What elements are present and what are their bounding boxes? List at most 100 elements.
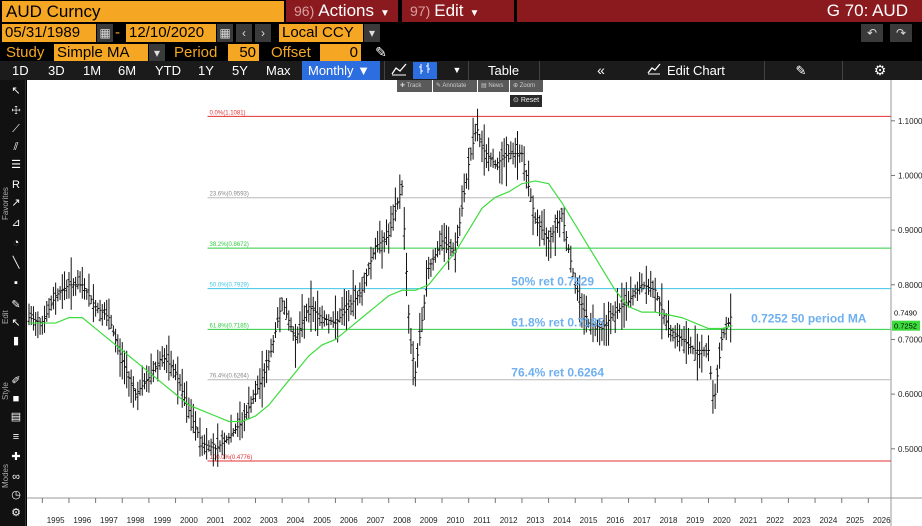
- chevron-down-icon: ▼: [357, 63, 371, 78]
- style-label: Style: [1, 382, 10, 400]
- timeframe-monthly-select[interactable]: Monthly ▼: [302, 61, 380, 80]
- annotate-button[interactable]: ✎ Annotate: [433, 80, 477, 92]
- price-bars: [27, 108, 733, 467]
- ticker-field[interactable]: AUD Curncy: [2, 1, 284, 22]
- chart-panel[interactable]: 1995 1996 1997 1998 1999 2000 2001 2002 2003 2004…: [27, 80, 922, 526]
- annotation-label: 0.7252 50 period MA: [751, 312, 867, 326]
- cursor-edit-icon[interactable]: ↖: [11, 317, 21, 329]
- edit-menu-button[interactable]: 97) Edit ▼: [402, 0, 514, 22]
- price-chart[interactable]: 1995 1996 1997 1998 1999 2000 2001 2002 2003 2004…: [27, 80, 922, 526]
- layers-icon[interactable]: ≡: [12, 431, 20, 443]
- modes-label: Modes: [1, 463, 10, 488]
- x-tick-label: 2001: [207, 516, 225, 525]
- chevron-down-icon: ▼: [469, 8, 480, 19]
- end-date-field[interactable]: 12/10/2020: [126, 24, 216, 42]
- ruler-icon[interactable]: ⊿: [11, 217, 21, 229]
- gear-icon[interactable]: ⚙: [873, 62, 887, 78]
- x-tick-label: 2000: [180, 516, 198, 525]
- top-menu-bar: AUD Curncy 96) Actions ▼ 97) Edit ▼ G 70: AU…: [0, 0, 922, 22]
- moving-average-line: [29, 180, 733, 423]
- reset-button[interactable]: ⊙ Reset: [510, 95, 542, 107]
- timeframe-ytd[interactable]: YTD: [155, 63, 181, 78]
- track-button[interactable]: ✚ Track: [397, 80, 432, 92]
- study-label: Study: [6, 44, 45, 61]
- redo-icon[interactable]: ↷: [890, 24, 912, 42]
- divider: [764, 61, 765, 80]
- trash-icon[interactable]: ▮: [12, 335, 20, 347]
- chevron-down-icon[interactable]: ▼: [452, 65, 462, 75]
- timeframe-1y[interactable]: 1Y: [198, 63, 214, 78]
- x-tick-label: 1996: [73, 516, 91, 525]
- circle-icon[interactable]: ◔: [12, 237, 20, 249]
- x-tick-label: 2007: [367, 516, 385, 525]
- arrow-icon[interactable]: ↗: [11, 197, 21, 209]
- calendar-icon[interactable]: ▦: [97, 24, 113, 42]
- line-icon[interactable]: ╲: [12, 257, 20, 269]
- news-button[interactable]: ▤ News: [478, 80, 509, 92]
- calendar-icon[interactable]: ▦: [217, 24, 233, 42]
- x-tick-label: 2004: [287, 516, 305, 525]
- x-tick-label: 2020: [713, 516, 731, 525]
- pan-icon[interactable]: ☩: [11, 105, 21, 117]
- chevron-down-icon[interactable]: ▾: [149, 44, 165, 62]
- fibonacci-icon[interactable]: ☰: [11, 159, 21, 171]
- edit-icon[interactable]: ✎: [795, 63, 807, 78]
- settings-icon[interactable]: ⚙: [11, 507, 21, 519]
- cursor-icon[interactable]: ↖: [11, 85, 21, 97]
- clock-icon[interactable]: ◷: [11, 489, 21, 501]
- table-button[interactable]: Table: [488, 63, 520, 78]
- x-tick-label: 2015: [580, 516, 598, 525]
- edit-chart-icon[interactable]: [646, 62, 662, 79]
- actions-menu-button[interactable]: 96) Actions ▼: [286, 0, 398, 22]
- divider: [842, 61, 843, 80]
- timeframe-1d[interactable]: 1D: [12, 63, 29, 78]
- offset-field[interactable]: 0: [320, 44, 361, 62]
- timeframe-monthly-label: Monthly: [308, 63, 354, 78]
- text-icon[interactable]: R: [12, 179, 20, 191]
- y-tick-label: 0.9000: [898, 226, 922, 235]
- chart-mini-toolbar: ✚ Track ✎ Annotate ▤ News ⊕ Zoom ⊙ Reset: [397, 80, 543, 108]
- timeframe-1m[interactable]: 1M: [83, 63, 102, 78]
- chevron-down-icon[interactable]: ▾: [364, 24, 380, 42]
- marker-icon[interactable]: ▪: [14, 277, 18, 289]
- x-tick-label: 2008: [393, 516, 411, 525]
- offset-label: Offset: [271, 44, 311, 61]
- currency-select[interactable]: Local CCY: [279, 24, 363, 42]
- color-icon[interactable]: ▤: [10, 411, 22, 423]
- edit-chart-button[interactable]: Edit Chart: [667, 63, 725, 78]
- bar-chart-icon[interactable]: [413, 62, 437, 79]
- link-icon[interactable]: ∞: [12, 471, 20, 483]
- pencil-icon[interactable]: ✎: [11, 299, 21, 311]
- channel-icon[interactable]: ⫽: [13, 141, 19, 153]
- last-ma-tag-bg: [892, 320, 920, 331]
- period-field[interactable]: 50: [228, 44, 259, 62]
- pencil-icon[interactable]: ✎: [375, 44, 387, 60]
- trendline-icon[interactable]: ⟋: [12, 123, 20, 135]
- reset-label: Reset: [520, 97, 540, 104]
- line-chart-icon[interactable]: [389, 62, 409, 79]
- zoom-button[interactable]: ⊕ Zoom: [510, 80, 543, 92]
- brush-icon[interactable]: ✐: [11, 375, 21, 387]
- y-tick-label: 1.1000: [898, 117, 922, 126]
- zoom-label: Zoom: [519, 83, 536, 89]
- chevron-left-icon[interactable]: ‹: [236, 24, 252, 42]
- x-tick-label: 2014: [553, 516, 571, 525]
- crosshair-icon[interactable]: ✚: [11, 451, 21, 463]
- double-chevron-left-icon[interactable]: «: [597, 62, 605, 78]
- timeframe-5y[interactable]: 5Y: [232, 63, 248, 78]
- x-tick-label: 2018: [660, 516, 678, 525]
- news-label: News: [488, 83, 504, 89]
- study-select[interactable]: Simple MA: [54, 44, 148, 62]
- fib-level-label: 38.2%(0.8672): [210, 242, 249, 248]
- timeframe-6m[interactable]: 6M: [118, 63, 137, 78]
- timeframe-max[interactable]: Max: [266, 63, 291, 78]
- undo-icon[interactable]: ↶: [861, 24, 883, 42]
- fill-icon[interactable]: ■: [12, 393, 20, 405]
- y-tick-label: 0.8000: [898, 281, 922, 290]
- timeframe-3d[interactable]: 3D: [48, 63, 65, 78]
- start-date-field[interactable]: 05/31/1989: [2, 24, 96, 42]
- chevron-right-icon[interactable]: ›: [255, 24, 271, 42]
- favorites-label: Favorites: [1, 187, 10, 220]
- x-tick-label: 2024: [819, 516, 837, 525]
